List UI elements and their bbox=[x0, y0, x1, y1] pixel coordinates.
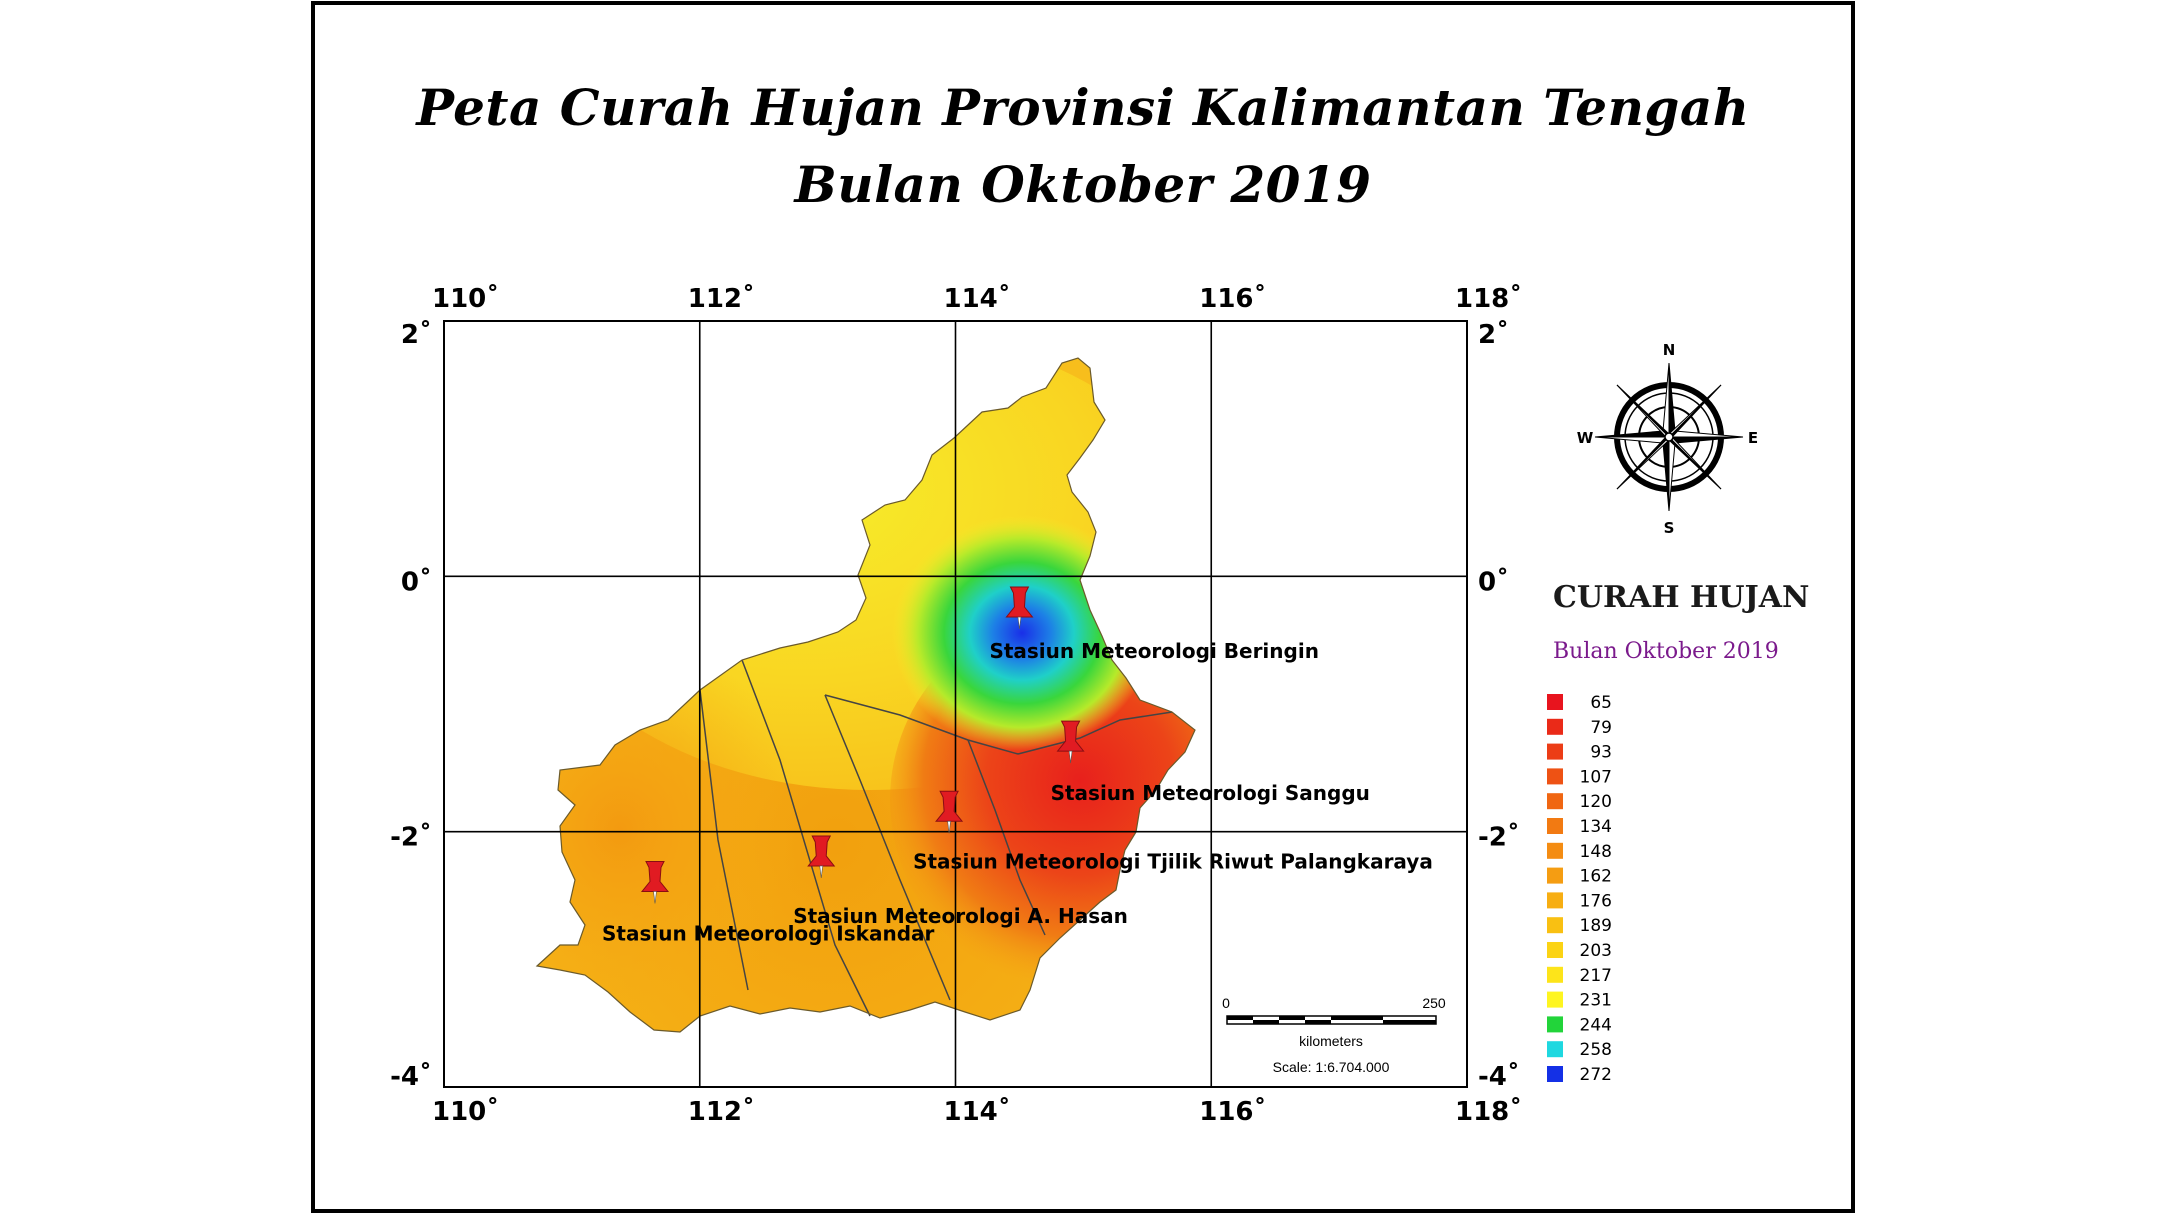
scale-bar-unit: kilometers bbox=[1299, 1033, 1363, 1049]
legend-swatch bbox=[1547, 818, 1563, 834]
lat-tick-left-1: 0˚ bbox=[401, 566, 432, 597]
lon-tick-bottom-2: 114˚ bbox=[944, 1096, 1011, 1127]
scale-bar-end: 250 bbox=[1422, 995, 1446, 1011]
map-pin-icon bbox=[807, 835, 836, 879]
map-title-line-1: Peta Curah Hujan Provinsi Kalimantan Ten… bbox=[416, 78, 1750, 137]
legend-value: 217 bbox=[1580, 966, 1612, 986]
legend-value: 93 bbox=[1590, 743, 1612, 763]
lon-tick-top-3: 116˚ bbox=[1199, 283, 1266, 314]
graticule bbox=[444, 321, 1467, 1087]
lon-tick-top-2: 114˚ bbox=[944, 283, 1011, 314]
station-markers: Stasiun Meteorologi Beringin Stasiun Met… bbox=[602, 586, 1433, 946]
lon-tick-bottom-4: 118˚ bbox=[1455, 1096, 1522, 1127]
map-pin-icon bbox=[1005, 586, 1034, 630]
legend-value: 79 bbox=[1590, 718, 1612, 738]
station-label-beringin: Stasiun Meteorologi Beringin bbox=[989, 639, 1319, 663]
legend-value: 244 bbox=[1580, 1015, 1612, 1035]
lat-tick-left-3: -4˚ bbox=[390, 1061, 432, 1092]
legend-swatch bbox=[1547, 1041, 1563, 1058]
station-label-sanggu: Stasiun Meteorologi Sanggu bbox=[1051, 781, 1370, 805]
legend-title: CURAH HUJAN bbox=[1553, 580, 1809, 615]
lat-tick-left-0: 2˚ bbox=[401, 319, 432, 350]
legend-swatch bbox=[1547, 1016, 1563, 1033]
legend-value: 203 bbox=[1580, 941, 1612, 961]
legend-value: 176 bbox=[1580, 891, 1612, 911]
lat-tick-right-3: -4˚ bbox=[1478, 1061, 1520, 1092]
legend-swatch bbox=[1547, 991, 1563, 1008]
legend-swatch bbox=[1547, 793, 1563, 810]
legend-value: 134 bbox=[1580, 817, 1612, 837]
legend-swatch bbox=[1547, 966, 1563, 983]
legend-value: 148 bbox=[1580, 842, 1612, 862]
station-marker-iskandar[interactable]: Stasiun Meteorologi Iskandar bbox=[602, 861, 935, 946]
station-marker-beringin[interactable]: Stasiun Meteorologi Beringin bbox=[989, 586, 1319, 663]
lat-tick-left-2: -2˚ bbox=[390, 822, 432, 853]
legend-value: 189 bbox=[1580, 916, 1612, 936]
compass-n: N bbox=[1663, 341, 1676, 359]
compass-rose-icon: N S E W bbox=[1577, 341, 1758, 537]
legend-value: 120 bbox=[1580, 792, 1612, 812]
legend-value: 162 bbox=[1580, 867, 1612, 887]
lon-tick-bottom-3: 116˚ bbox=[1199, 1096, 1266, 1127]
map-title-line-2: Bulan Oktober 2019 bbox=[794, 155, 1372, 214]
scale-ratio: Scale: 1:6.704.000 bbox=[1273, 1059, 1390, 1075]
map-pin-icon bbox=[1056, 720, 1085, 764]
legend-items: 65 79 93 107 120 134 148 162 176 189 203 217 231 244 2… bbox=[1547, 693, 1612, 1085]
legend-swatch bbox=[1547, 917, 1563, 934]
district-boundaries bbox=[699, 659, 1173, 1017]
lat-tick-right-2: -2˚ bbox=[1478, 822, 1520, 853]
station-marker-a-hasan[interactable]: Stasiun Meteorologi A. Hasan bbox=[793, 835, 1128, 928]
station-label-a-hasan: Stasiun Meteorologi A. Hasan bbox=[793, 904, 1128, 928]
legend-value: 107 bbox=[1580, 767, 1612, 787]
lat-tick-right-0: 2˚ bbox=[1478, 319, 1509, 350]
legend-value: 231 bbox=[1580, 991, 1612, 1011]
legend-swatch bbox=[1547, 892, 1563, 909]
legend-value: 258 bbox=[1580, 1040, 1612, 1060]
lon-tick-top-1: 112˚ bbox=[688, 283, 755, 314]
tick-labels: 110˚ 112˚ 114˚ 116˚ 118˚ 110˚ 112˚ 114˚ … bbox=[390, 283, 1522, 1127]
legend: CURAH HUJAN Bulan Oktober 2019 65 79 93 107… bbox=[1547, 580, 1809, 1085]
lat-tick-right-1: 0˚ bbox=[1478, 566, 1509, 597]
scale-bar-start: 0 bbox=[1222, 995, 1230, 1011]
map-pin-icon bbox=[640, 861, 670, 904]
legend-value: 65 bbox=[1590, 693, 1612, 713]
legend-swatch bbox=[1547, 718, 1563, 735]
compass-e: E bbox=[1748, 429, 1758, 447]
province-outline bbox=[535, 357, 1196, 1033]
legend-swatch bbox=[1547, 694, 1563, 710]
lon-tick-bottom-0: 110˚ bbox=[432, 1096, 499, 1127]
lon-tick-top-4: 118˚ bbox=[1455, 283, 1522, 314]
compass-w: W bbox=[1577, 429, 1594, 447]
station-marker-sanggu[interactable]: Stasiun Meteorologi Sanggu bbox=[1051, 720, 1370, 805]
legend-swatch bbox=[1547, 842, 1563, 859]
station-marker-tjilik-riwut[interactable]: Stasiun Meteorologi Tjilik Riwut Palangk… bbox=[913, 790, 1433, 873]
legend-swatch bbox=[1547, 1066, 1563, 1082]
legend-swatch bbox=[1547, 867, 1563, 884]
lon-tick-top-0: 110˚ bbox=[432, 283, 499, 314]
station-label-tjilik-riwut: Stasiun Meteorologi Tjilik Riwut Palangk… bbox=[913, 849, 1433, 873]
scale-bar: 0 250 kilometers Scale: 1:6.704.000 bbox=[1222, 995, 1446, 1075]
lon-tick-bottom-1: 112˚ bbox=[688, 1096, 755, 1127]
legend-swatch bbox=[1547, 743, 1563, 760]
legend-subtitle: Bulan Oktober 2019 bbox=[1553, 639, 1779, 664]
station-label-iskandar: Stasiun Meteorologi Iskandar bbox=[602, 922, 935, 946]
legend-swatch bbox=[1547, 942, 1563, 958]
legend-value: 272 bbox=[1580, 1065, 1612, 1085]
map-pin-icon bbox=[935, 790, 964, 834]
compass-s: S bbox=[1664, 519, 1675, 537]
legend-swatch bbox=[1547, 768, 1563, 785]
